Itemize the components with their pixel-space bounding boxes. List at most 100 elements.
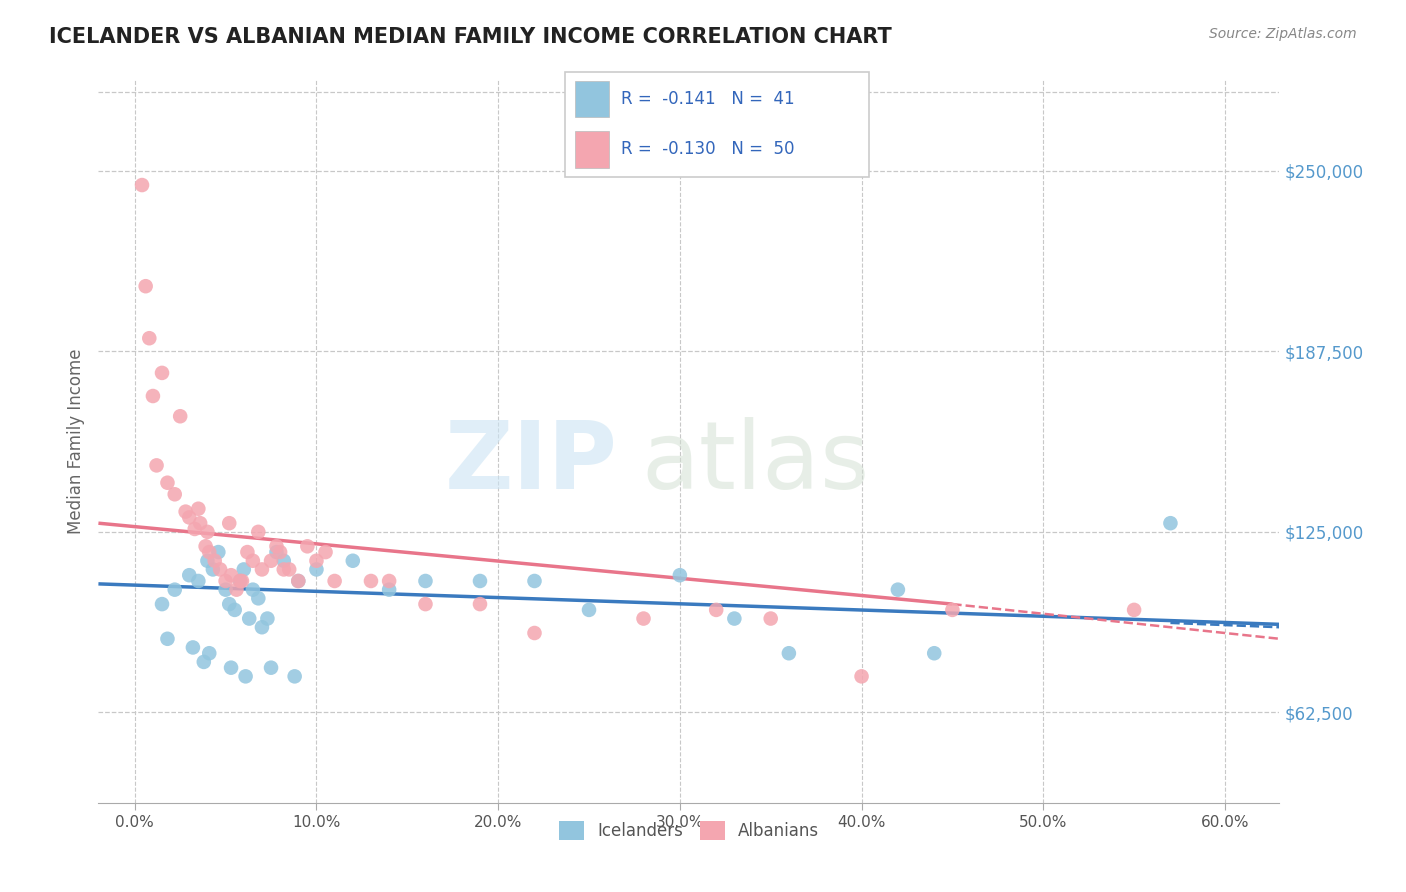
FancyBboxPatch shape bbox=[565, 72, 869, 178]
Text: Source: ZipAtlas.com: Source: ZipAtlas.com bbox=[1209, 27, 1357, 41]
Point bbox=[266, 539, 288, 553]
Point bbox=[150, 597, 173, 611]
Point bbox=[260, 661, 283, 675]
Point bbox=[236, 545, 259, 559]
Point bbox=[247, 524, 270, 539]
Point bbox=[523, 574, 546, 588]
Point bbox=[232, 562, 254, 576]
Text: ICELANDER VS ALBANIAN MEDIAN FAMILY INCOME CORRELATION CHART: ICELANDER VS ALBANIAN MEDIAN FAMILY INCO… bbox=[49, 27, 891, 46]
Point bbox=[305, 562, 328, 576]
Point bbox=[1123, 603, 1146, 617]
Point bbox=[138, 331, 160, 345]
Point bbox=[378, 574, 401, 588]
Point bbox=[378, 582, 401, 597]
Point bbox=[941, 603, 963, 617]
Point bbox=[187, 501, 209, 516]
Point bbox=[142, 389, 165, 403]
Point bbox=[704, 603, 727, 617]
Point bbox=[297, 539, 319, 553]
Point bbox=[284, 669, 307, 683]
Point bbox=[851, 669, 873, 683]
Point bbox=[273, 562, 295, 576]
Point bbox=[242, 582, 264, 597]
Point bbox=[197, 524, 219, 539]
Point bbox=[183, 522, 205, 536]
Text: atlas: atlas bbox=[641, 417, 870, 509]
Point bbox=[219, 568, 242, 582]
Point bbox=[415, 574, 437, 588]
Point bbox=[209, 562, 232, 576]
Point bbox=[204, 554, 226, 568]
Point bbox=[250, 620, 273, 634]
Point bbox=[207, 545, 229, 559]
Point bbox=[887, 582, 910, 597]
Point bbox=[156, 475, 179, 490]
Bar bbox=[575, 81, 609, 118]
Point bbox=[179, 568, 201, 582]
Point bbox=[256, 611, 278, 625]
Point bbox=[218, 516, 240, 531]
Point bbox=[633, 611, 655, 625]
Point bbox=[169, 409, 191, 424]
Point bbox=[287, 574, 309, 588]
Point bbox=[214, 574, 236, 588]
Point bbox=[578, 603, 600, 617]
Point bbox=[235, 669, 257, 683]
Point bbox=[242, 554, 264, 568]
Point bbox=[150, 366, 173, 380]
Point bbox=[179, 510, 201, 524]
Point bbox=[163, 582, 186, 597]
Text: ZIP: ZIP bbox=[446, 417, 619, 509]
Point bbox=[250, 562, 273, 576]
Point bbox=[260, 554, 283, 568]
Point bbox=[723, 611, 745, 625]
Point bbox=[145, 458, 167, 473]
Point bbox=[193, 655, 215, 669]
Point bbox=[214, 582, 236, 597]
Y-axis label: Median Family Income: Median Family Income bbox=[66, 349, 84, 534]
Point bbox=[218, 597, 240, 611]
Point bbox=[342, 554, 364, 568]
Point bbox=[415, 597, 437, 611]
Point bbox=[468, 597, 491, 611]
Point bbox=[156, 632, 179, 646]
Point bbox=[273, 554, 295, 568]
Point bbox=[315, 545, 337, 559]
Bar bbox=[575, 131, 609, 168]
Point bbox=[224, 603, 246, 617]
Point bbox=[266, 545, 288, 559]
Point bbox=[778, 646, 800, 660]
Point bbox=[922, 646, 945, 660]
Point bbox=[305, 554, 328, 568]
Text: R =  -0.141   N =  41: R = -0.141 N = 41 bbox=[621, 90, 794, 108]
Point bbox=[360, 574, 382, 588]
Point bbox=[174, 505, 197, 519]
Point bbox=[669, 568, 692, 582]
Point bbox=[135, 279, 157, 293]
Point bbox=[194, 539, 217, 553]
Point bbox=[181, 640, 204, 655]
Point bbox=[163, 487, 186, 501]
Point bbox=[1159, 516, 1181, 531]
Point bbox=[759, 611, 782, 625]
Point bbox=[229, 574, 252, 588]
Point bbox=[225, 582, 247, 597]
Point bbox=[188, 516, 211, 531]
Point bbox=[187, 574, 209, 588]
Point bbox=[238, 611, 260, 625]
Point bbox=[523, 626, 546, 640]
Point bbox=[131, 178, 153, 192]
Point bbox=[287, 574, 309, 588]
Point bbox=[197, 554, 219, 568]
Point bbox=[247, 591, 270, 606]
Point bbox=[229, 574, 252, 588]
Text: R =  -0.130   N =  50: R = -0.130 N = 50 bbox=[621, 141, 794, 159]
Point bbox=[231, 574, 253, 588]
Point bbox=[269, 545, 291, 559]
Point bbox=[278, 562, 301, 576]
Point bbox=[201, 562, 224, 576]
Point bbox=[468, 574, 491, 588]
Point bbox=[219, 661, 242, 675]
Point bbox=[198, 545, 221, 559]
Legend: Icelanders, Albanians: Icelanders, Albanians bbox=[550, 813, 828, 848]
